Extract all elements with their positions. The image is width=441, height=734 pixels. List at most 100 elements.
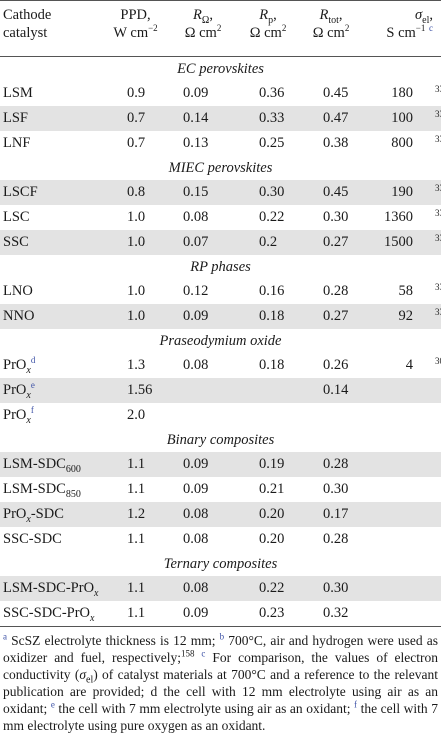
r-p-cell: 0.22 <box>236 576 300 601</box>
r-tot-cell <box>300 403 362 428</box>
r-omega-cell <box>170 378 236 403</box>
r-omega-cell: 0.13 <box>183 135 209 151</box>
ppd-cell: 1.0 <box>127 283 146 299</box>
r-omega-cell: 0.07 <box>170 230 236 255</box>
reference-number: 335 <box>435 109 441 119</box>
r-p-cell <box>236 378 300 403</box>
ppd-cell: 2.0 <box>127 407 146 423</box>
section-header: Praseodymium oxide <box>0 329 441 353</box>
ppd-cell: 1.1 <box>101 576 170 601</box>
cathode-name-cell: LNF <box>3 135 31 151</box>
table-row: LSM-SDC-PrOx 1.1 0.08 0.22 0.30 <box>0 576 441 601</box>
table-row: PrOxd 1.3 0.08 0.18 0.26 4305 <box>0 353 441 378</box>
r-tot-cell: 0.27 <box>300 230 362 255</box>
reference-number: 305 <box>435 356 441 366</box>
table-row: PrOxe 1.56 0.14 <box>0 378 441 403</box>
cathode-name-cell: LSC <box>3 209 30 225</box>
r-tot-cell: 0.45 <box>323 85 349 101</box>
table-row: SSC-SDC-PrOx 1.1 0.09 0.23 0.32 <box>0 601 441 627</box>
reference-number: 335 <box>435 84 441 94</box>
ppd-cell: 1.1 <box>127 605 146 621</box>
table-row: PrOxf 2.0 <box>0 403 441 428</box>
ppd-cell: 0.7 <box>127 135 146 151</box>
r-p-cell: 0.36 <box>259 85 285 101</box>
r-p-cell <box>236 403 300 428</box>
section-title: Praseodymium oxide <box>159 332 282 349</box>
section-title: EC perovskites <box>177 60 264 77</box>
table-row: LSM-SDC600 1.1 0.09 0.19 0.28 <box>0 452 441 477</box>
sigma-cell <box>362 527 441 552</box>
r-omega-cell: 0.08 <box>183 357 209 373</box>
r-p-cell: 0.16 <box>259 283 285 299</box>
r-tot-cell: 0.14 <box>300 378 362 403</box>
section-header: MIEC perovskites <box>0 156 441 180</box>
cathode-name-cell: LSM-SDC-PrOx <box>0 576 101 601</box>
header-r-omega: RΩ, Ω cm2 <box>184 7 222 41</box>
cathode-name-cell: PrOx-SDC <box>0 502 101 527</box>
r-tot-cell: 0.30 <box>323 209 349 225</box>
sigma-cell <box>362 477 441 502</box>
ppd-cell: 0.8 <box>101 180 170 205</box>
section-header: Binary composites <box>0 428 441 452</box>
section-header: EC perovskites <box>0 57 441 82</box>
cathode-name-cell: SSC-SDC-PrOx <box>3 605 95 624</box>
r-p-cell: 0.33 <box>236 106 300 131</box>
r-tot-cell: 0.28 <box>323 531 349 547</box>
r-tot-cell: 0.28 <box>323 283 349 299</box>
ppd-cell: 1.0 <box>127 209 146 225</box>
r-p-cell: 0.22 <box>259 209 285 225</box>
r-omega-cell: 0.14 <box>170 106 236 131</box>
r-p-cell: 0.19 <box>236 452 300 477</box>
sigma-cell: 58339 <box>362 279 441 304</box>
sigma-cell <box>362 403 441 428</box>
table-header: Cathode catalyst PPD, W cm−2 RΩ, Ω cm2 R… <box>0 0 441 57</box>
r-p-cell: 0.18 <box>236 304 300 329</box>
r-p-cell: 0.2 <box>236 230 300 255</box>
cathode-name-cell: SSC <box>0 230 101 255</box>
r-omega-cell: 0.09 <box>183 85 209 101</box>
ppd-cell: 1.1 <box>127 531 146 547</box>
data-table: Cathode catalyst PPD, W cm−2 RΩ, Ω cm2 R… <box>0 0 441 627</box>
ppd-cell: 1.2 <box>101 502 170 527</box>
section-header: RP phases <box>0 255 441 279</box>
r-omega-cell: 0.08 <box>170 502 236 527</box>
sigma-cell <box>362 502 441 527</box>
reference-number: 335 <box>435 208 441 218</box>
header-cathode-catalyst: Cathode catalyst <box>3 7 52 41</box>
r-tot-cell: 0.32 <box>323 605 349 621</box>
r-tot-cell: 0.30 <box>300 576 362 601</box>
r-tot-cell: 0.27 <box>300 304 362 329</box>
reference-number: 336 <box>435 134 441 144</box>
ppd-cell: 0.7 <box>101 106 170 131</box>
table-row: LSC 1.0 0.08 0.22 0.30 1360335 <box>0 205 441 230</box>
r-tot-cell: 0.38 <box>323 135 349 151</box>
r-tot-cell: 0.30 <box>323 481 349 497</box>
sigma-cell: 190337 <box>362 180 441 205</box>
r-omega-cell: 0.12 <box>183 283 209 299</box>
r-p-cell: 0.20 <box>259 531 285 547</box>
r-p-cell: 0.23 <box>259 605 285 621</box>
section-header: Ternary composites <box>0 552 441 576</box>
table-row: PrOx-SDC 1.2 0.08 0.20 0.17 <box>0 502 441 527</box>
r-tot-cell: 0.28 <box>300 452 362 477</box>
footnote-b-ref: 158 <box>180 648 195 659</box>
cathode-name-cell: NNO <box>0 304 101 329</box>
r-p-cell: 0.25 <box>259 135 285 151</box>
table-row: SSC-SDC 1.1 0.08 0.20 0.28 <box>0 527 441 552</box>
r-omega-cell <box>170 403 236 428</box>
r-tot-cell: 0.45 <box>300 180 362 205</box>
reference-number: 338 <box>435 233 441 243</box>
ppd-cell: 1.56 <box>101 378 170 403</box>
ppd-cell: 1.1 <box>127 481 146 497</box>
sigma-cell <box>362 601 441 627</box>
ppd-cell: 1.0 <box>101 230 170 255</box>
sigma-cell: 180335 <box>362 81 441 106</box>
r-omega-cell: 0.09 <box>183 481 209 497</box>
cathode-name-cell: LNO <box>3 283 33 299</box>
r-omega-cell: 0.09 <box>170 304 236 329</box>
ppd-cell: 1.0 <box>101 304 170 329</box>
section-title: RP phases <box>190 258 251 275</box>
